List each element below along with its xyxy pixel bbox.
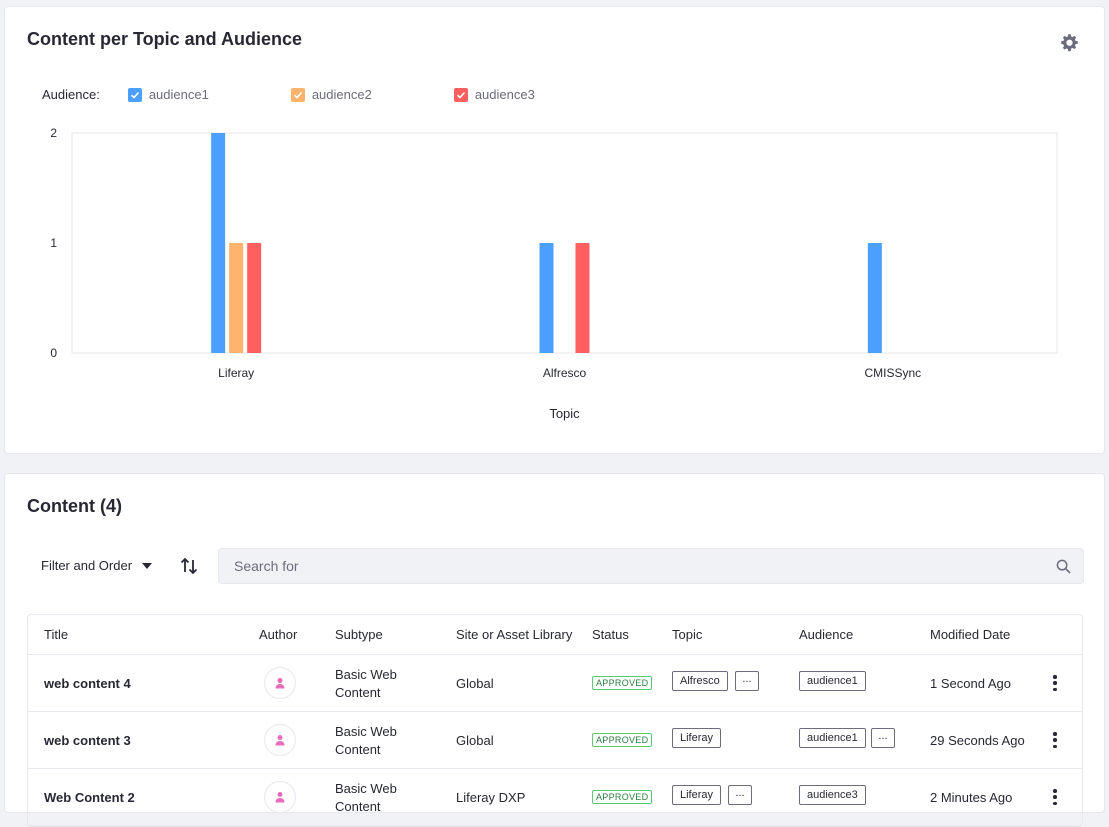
caret-down-icon bbox=[142, 562, 153, 569]
management-toolbar: Filter and Order bbox=[27, 548, 1084, 584]
bar-audience3-Alfresco bbox=[575, 243, 590, 353]
content-table: Title Author Subtype Site or Asset Libra… bbox=[27, 614, 1083, 827]
x-tick-label: Alfresco bbox=[543, 366, 587, 380]
chart-legend: Audience: audience1 audience2 audience3 bbox=[42, 87, 617, 102]
row-title[interactable]: web content 4 bbox=[44, 676, 131, 691]
table-row[interactable]: web content 3 Basic Web Content Global A… bbox=[28, 712, 1082, 769]
bar-audience1-Alfresco bbox=[539, 243, 554, 353]
y-tick-label: 2 bbox=[50, 126, 57, 140]
bar-audience2-Liferay bbox=[229, 243, 244, 353]
status-badge: APPROVED bbox=[592, 676, 653, 690]
audience-label: audience1 bbox=[799, 671, 866, 691]
row-site: Global bbox=[456, 676, 494, 691]
row-site: Global bbox=[456, 733, 494, 748]
legend-label: Audience: bbox=[42, 87, 100, 102]
topic-label: Liferay bbox=[672, 728, 722, 748]
header-subtype: Subtype bbox=[335, 627, 383, 642]
user-icon bbox=[275, 735, 285, 746]
x-tick-label: Liferay bbox=[218, 366, 254, 380]
table-row[interactable]: web content 4 Basic Web Content Global A… bbox=[28, 655, 1082, 712]
table-header: Title Author Subtype Site or Asset Libra… bbox=[28, 615, 1082, 655]
search-icon[interactable] bbox=[1056, 559, 1071, 574]
legend-label-audience3: audience3 bbox=[474, 87, 535, 102]
topic-label: Liferay bbox=[672, 785, 722, 805]
filter-and-order-dropdown[interactable]: Filter and Order bbox=[41, 558, 153, 573]
bar-audience3-Liferay bbox=[247, 243, 262, 353]
ellipsis-v-icon[interactable] bbox=[1050, 673, 1060, 693]
bar-audience1-Liferay bbox=[211, 133, 226, 353]
avatar bbox=[264, 667, 296, 699]
x-tick-label: CMISSync bbox=[864, 366, 921, 380]
search-input[interactable] bbox=[219, 549, 1039, 583]
user-icon bbox=[275, 792, 285, 803]
search-bar bbox=[218, 548, 1084, 584]
chart-title: Content per Topic and Audience bbox=[27, 29, 303, 49]
legend-label-audience1: audience1 bbox=[148, 87, 209, 102]
legend-item-audience1[interactable]: audience1 bbox=[127, 87, 209, 102]
legend-item-audience3[interactable]: audience3 bbox=[453, 87, 535, 102]
plot-area bbox=[71, 132, 1058, 354]
row-subtype: Basic Web Content bbox=[335, 781, 397, 814]
header-audience: Audience bbox=[799, 627, 854, 642]
audience-label: audience1 bbox=[799, 728, 866, 748]
y-tick-label: 0 bbox=[50, 346, 57, 360]
header-status: Status bbox=[592, 627, 629, 642]
header-title: Title bbox=[44, 627, 69, 642]
ellipsis-v-icon[interactable] bbox=[1050, 787, 1060, 807]
audience-more-button[interactable]: ... bbox=[871, 728, 895, 748]
avatar bbox=[264, 724, 296, 756]
avatar bbox=[264, 781, 296, 813]
status-badge: APPROVED bbox=[592, 790, 653, 804]
content-card: Content (4) Filter and Order Title Autho… bbox=[4, 473, 1105, 827]
row-modified-date: 29 Seconds Ago bbox=[930, 733, 1025, 748]
row-modified-date: 2 Minutes Ago bbox=[930, 790, 1013, 805]
header-site: Site or Asset Library bbox=[456, 627, 573, 642]
row-modified-date: 1 Second Ago bbox=[930, 676, 1011, 691]
checkbox-icon[interactable] bbox=[127, 87, 142, 102]
header-topic: Topic bbox=[672, 627, 703, 642]
status-badge: APPROVED bbox=[592, 733, 653, 747]
row-title[interactable]: web content 3 bbox=[44, 733, 131, 748]
x-axis-label: Topic bbox=[549, 406, 580, 421]
audience-label: audience3 bbox=[799, 785, 866, 805]
y-tick-label: 1 bbox=[50, 236, 57, 250]
topic-label: Alfresco bbox=[672, 671, 728, 691]
content-title: Content (4) bbox=[27, 496, 122, 516]
header-modified-date: Modified Date bbox=[930, 627, 1011, 642]
sort-icon[interactable] bbox=[179, 556, 199, 576]
checkbox-icon[interactable] bbox=[453, 87, 468, 102]
checkbox-icon[interactable] bbox=[290, 87, 305, 102]
gear-icon[interactable] bbox=[1059, 33, 1079, 53]
topic-more-button[interactable]: ... bbox=[735, 671, 759, 691]
ellipsis-v-icon[interactable] bbox=[1050, 730, 1060, 750]
row-subtype: Basic Web Content bbox=[335, 667, 397, 700]
table-row[interactable]: Web Content 2 Basic Web Content Liferay … bbox=[28, 769, 1082, 826]
filter-label: Filter and Order bbox=[41, 558, 133, 573]
row-title[interactable]: Web Content 2 bbox=[44, 790, 135, 805]
row-site: Liferay DXP bbox=[456, 790, 526, 805]
row-subtype: Basic Web Content bbox=[335, 724, 397, 757]
chart-card: Content per Topic and Audience Audience:… bbox=[4, 6, 1105, 454]
topic-more-button[interactable]: ... bbox=[728, 785, 752, 805]
header-author: Author bbox=[259, 627, 298, 642]
legend-label-audience2: audience2 bbox=[311, 87, 372, 102]
legend-item-audience2[interactable]: audience2 bbox=[290, 87, 372, 102]
user-icon bbox=[275, 678, 285, 689]
bar-audience1-CMISSync bbox=[867, 243, 882, 353]
bar-chart: 0 1 2 Liferay Alfresco CMISSync Topic bbox=[50, 126, 1058, 421]
